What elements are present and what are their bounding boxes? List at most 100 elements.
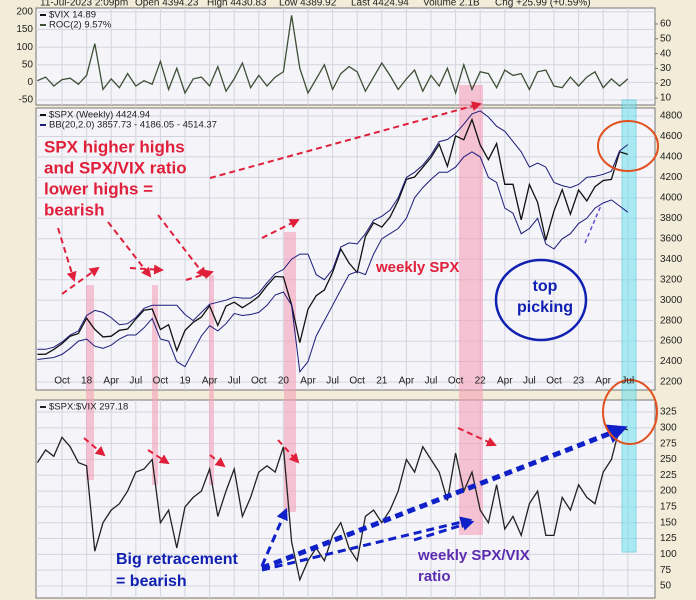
labels: 11-Jul-2023 2:09pm Open 4394.23 High 4430.… xyxy=(16,0,682,592)
legend-label: $SPX (Weekly) 4424.94 xyxy=(49,110,150,121)
arrow xyxy=(61,266,100,295)
y-tick-label: 4800 xyxy=(660,111,683,122)
y-tick-label: 150 xyxy=(16,24,33,35)
x-tick-label: Oct xyxy=(54,376,70,387)
band-lower xyxy=(37,151,629,374)
circle xyxy=(494,258,588,342)
y-tick-label: 175 xyxy=(660,502,677,513)
y-tick-label: 4000 xyxy=(660,192,683,203)
y-tick-label: 3600 xyxy=(660,233,683,244)
circle xyxy=(597,120,659,172)
legend-label: BB(20,2.0) 3857.73 - 4186.05 - 4514.37 xyxy=(49,120,217,131)
legend-label: $SPX:$VIX 297.18 xyxy=(49,402,128,413)
x-tick-label: Apr xyxy=(399,376,415,387)
y-tick-label: 325 xyxy=(660,407,677,418)
y-tick-label: 250 xyxy=(660,454,677,465)
annotation: SPX higher highs xyxy=(44,137,185,156)
x-tick-label: Jul xyxy=(523,376,536,387)
x-tick-label: Apr xyxy=(595,376,611,387)
x-tick-label: Oct xyxy=(546,376,562,387)
x-tick-label: Apr xyxy=(103,376,119,387)
y2-tick-label: 30 xyxy=(660,63,672,74)
pink-band xyxy=(152,285,158,485)
arrow xyxy=(209,454,226,468)
annotation: Big retracement xyxy=(116,551,238,568)
arrow xyxy=(147,449,170,465)
header-item: 11-Jul-2023 2:09pm xyxy=(40,0,128,9)
x-tick-label: Jul xyxy=(326,376,339,387)
y-tick-label: 225 xyxy=(660,470,677,481)
cyan-band xyxy=(621,99,637,553)
y-tick-label: 3200 xyxy=(660,274,683,285)
y-tick-label: 4600 xyxy=(660,131,683,142)
annotation: weekly SPX/VIX xyxy=(417,547,530,564)
annotation: lower highs = xyxy=(44,179,153,198)
header-item: Open 4394.23 xyxy=(135,0,199,9)
panels xyxy=(35,7,658,599)
x-tick-label: Oct xyxy=(448,376,464,387)
pink-band xyxy=(209,275,214,485)
trend-line xyxy=(584,202,603,244)
annotation: = bearish xyxy=(116,573,187,590)
y-tick-label: 50 xyxy=(22,59,34,70)
plot-lines xyxy=(36,15,629,582)
x-tick-label: 23 xyxy=(573,376,585,387)
y2-tick-label: 20 xyxy=(660,78,672,89)
x-tick-label: Oct xyxy=(251,376,267,387)
x-tick-label: 20 xyxy=(278,376,290,387)
y-tick-label: 3800 xyxy=(660,213,683,224)
x-tick-label: Apr xyxy=(300,376,316,387)
y-tick-label: 2400 xyxy=(660,356,683,367)
series-line xyxy=(37,117,628,356)
y-tick-label: 100 xyxy=(16,42,33,53)
annotation: weekly SPX xyxy=(375,259,459,276)
arrow xyxy=(57,227,77,282)
y-tick-label: 125 xyxy=(660,533,677,544)
x-tick-label: Jul xyxy=(621,376,634,387)
circle xyxy=(602,379,658,445)
y-tick-label: 3000 xyxy=(660,295,683,306)
header-item: Last 4424.94 xyxy=(351,0,409,9)
y-tick-label: 2800 xyxy=(660,315,683,326)
arrow xyxy=(209,101,482,179)
x-tick-label: 21 xyxy=(376,376,388,387)
y-tick-label: -50 xyxy=(19,95,34,106)
panel xyxy=(35,107,656,391)
y-tick-label: 4200 xyxy=(660,172,683,183)
y2-tick-label: 10 xyxy=(660,93,672,104)
pink-band xyxy=(459,85,483,535)
annotation: ratio xyxy=(418,568,451,585)
annotation: picking xyxy=(517,299,573,316)
arrow xyxy=(277,439,300,464)
annotation: bearish xyxy=(44,200,104,219)
arrow xyxy=(457,427,497,447)
annotation: top xyxy=(533,278,558,295)
header-item: Volume 2.1B xyxy=(423,0,480,9)
y-tick-label: 275 xyxy=(660,438,677,449)
arrow xyxy=(129,264,164,275)
y2-tick-label: 50 xyxy=(660,33,672,44)
x-tick-label: Jul xyxy=(129,376,142,387)
x-tick-label: Apr xyxy=(497,376,513,387)
band-upper xyxy=(37,110,629,350)
legend-title: $VIX 14.89 xyxy=(49,10,96,21)
x-tick-label: Apr xyxy=(202,376,218,387)
x-tick-label: 18 xyxy=(81,376,93,387)
pink-band xyxy=(284,232,296,512)
series-line xyxy=(37,15,629,96)
arrow xyxy=(83,437,106,457)
panel xyxy=(35,7,656,106)
arrow xyxy=(157,214,207,278)
y2-tick-label: 60 xyxy=(660,19,672,30)
y-tick-label: 200 xyxy=(16,7,33,18)
y-tick-label: 300 xyxy=(660,422,677,433)
y2-tick-label: 40 xyxy=(660,48,672,59)
y-tick-label: 100 xyxy=(660,549,677,560)
x-tick-label: Oct xyxy=(349,376,365,387)
annotation: and SPX/VIX ratio xyxy=(44,158,187,177)
x-tick-label: 22 xyxy=(475,376,487,387)
y-tick-label: 4400 xyxy=(660,152,683,163)
series-line xyxy=(36,427,628,582)
y-tick-label: 2600 xyxy=(660,336,683,347)
